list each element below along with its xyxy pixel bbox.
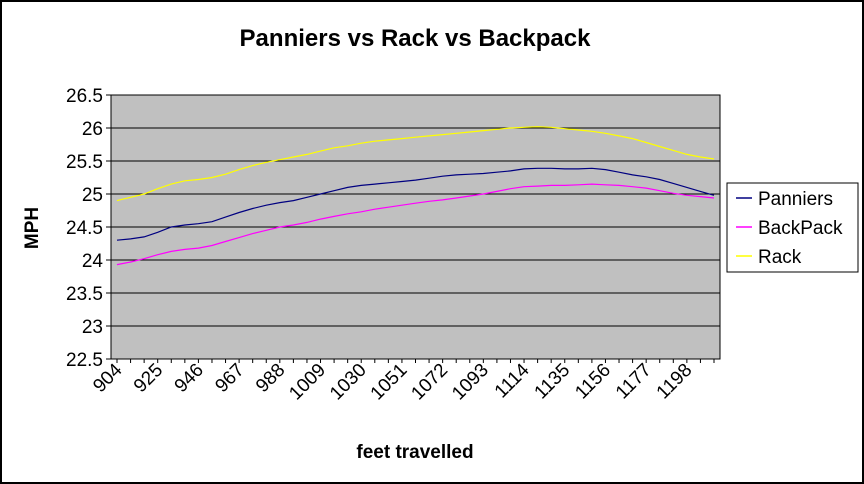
x-axis: 904 925 946 967 9881009103010511072109311141… <box>89 358 720 405</box>
grid-lines <box>111 94 720 360</box>
y-tick-label: 25 <box>82 185 103 206</box>
x-tick-label: 967 <box>211 360 248 397</box>
x-tick-label: 1009 <box>285 360 330 405</box>
legend: Panniers BackPack Rack <box>726 182 859 273</box>
y-axis-title: MPH <box>22 207 43 249</box>
y-tick-label: 22.5 <box>66 350 103 371</box>
y-tick-label: 24.5 <box>66 218 103 239</box>
series-line-rack <box>116 126 715 202</box>
y-tick-label: 24 <box>82 251 104 272</box>
x-tick-label: 1030 <box>326 360 371 405</box>
x-tick-label: 1135 <box>531 360 575 404</box>
x-tick-label: 1051 <box>367 360 412 405</box>
chart-title: Panniers vs Rack vs Backpack <box>240 25 592 52</box>
legend-label-backpack: BackPack <box>758 218 843 239</box>
x-tick-label: 1177 <box>612 360 656 404</box>
series-lines <box>116 126 715 266</box>
x-tick-label: 1114 <box>491 359 534 402</box>
x-tick-label: 946 <box>171 360 208 397</box>
y-axis: 22.5 23 23.5 24 24.5 25 25.5 26 26.5 <box>66 86 111 371</box>
x-tick-label: 925 <box>130 360 167 397</box>
y-tick-label: 23.5 <box>66 284 103 305</box>
x-tick-label: 988 <box>252 360 289 397</box>
y-tick-label: 26.5 <box>66 86 103 107</box>
legend-label-panniers: Panniers <box>758 189 833 210</box>
x-tick-label: 1198 <box>653 360 697 404</box>
legend-label-rack: Rack <box>758 247 802 268</box>
y-tick-label: 23 <box>82 317 103 338</box>
y-tick-label: 26 <box>82 119 103 140</box>
x-tick-label: 1072 <box>407 360 452 405</box>
series-line-panniers <box>116 167 715 241</box>
x-axis-title: feet travelled <box>356 442 473 463</box>
y-tick-label: 25.5 <box>66 152 103 173</box>
x-tick-label: 1093 <box>448 360 493 405</box>
series-line-backpack <box>116 183 715 266</box>
x-tick-label: 1156 <box>571 360 615 404</box>
